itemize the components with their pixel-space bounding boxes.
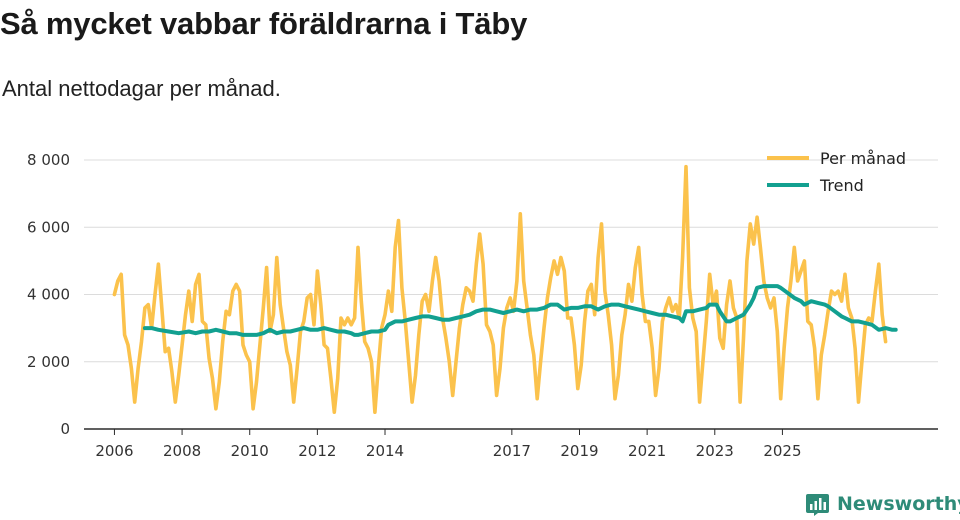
chart-subtitle: Antal nettodagar per månad. xyxy=(2,76,281,101)
x-tick-label: 2021 xyxy=(628,442,666,460)
y-tick-label: 2 000 xyxy=(27,353,70,371)
chart-series xyxy=(112,164,898,414)
x-tick-label: 2017 xyxy=(493,442,531,460)
newsworthy-logo[interactable]: Newsworthy xyxy=(805,489,960,519)
x-tick-label: 2014 xyxy=(366,442,404,460)
x-axis: 2006 2008 2010 2012 2014 2017 2019 2021 2023 2025 xyxy=(95,429,802,460)
x-tick-label: 2010 xyxy=(231,442,269,460)
newsworthy-chart-icon xyxy=(806,493,829,516)
chart-legend[interactable]: Per månad Trend xyxy=(767,149,906,195)
y-tick-label: 6 000 xyxy=(27,218,70,236)
series-line-trend[interactable] xyxy=(142,284,898,337)
x-tick-label: 2025 xyxy=(763,442,801,460)
brand-name: Newsworthy xyxy=(837,493,960,515)
x-tick-label: 2006 xyxy=(95,442,133,460)
y-axis-ticks: 0 2 000 4 000 6 000 8 000 xyxy=(27,151,70,438)
y-tick-label: 8 000 xyxy=(27,151,70,169)
legend-label: Per månad xyxy=(820,149,906,168)
x-tick-label: 2019 xyxy=(560,442,598,460)
chart-title: Så mycket vabbar föräldrarna i Täby xyxy=(0,6,528,41)
x-tick-label: 2008 xyxy=(163,442,201,460)
y-tick-label: 4 000 xyxy=(27,286,70,304)
x-tick-label: 2023 xyxy=(696,442,734,460)
legend-label: Trend xyxy=(819,176,864,195)
series-line-per-manad[interactable] xyxy=(112,164,888,414)
x-tick-label: 2012 xyxy=(298,442,336,460)
y-tick-label: 0 xyxy=(60,420,70,438)
